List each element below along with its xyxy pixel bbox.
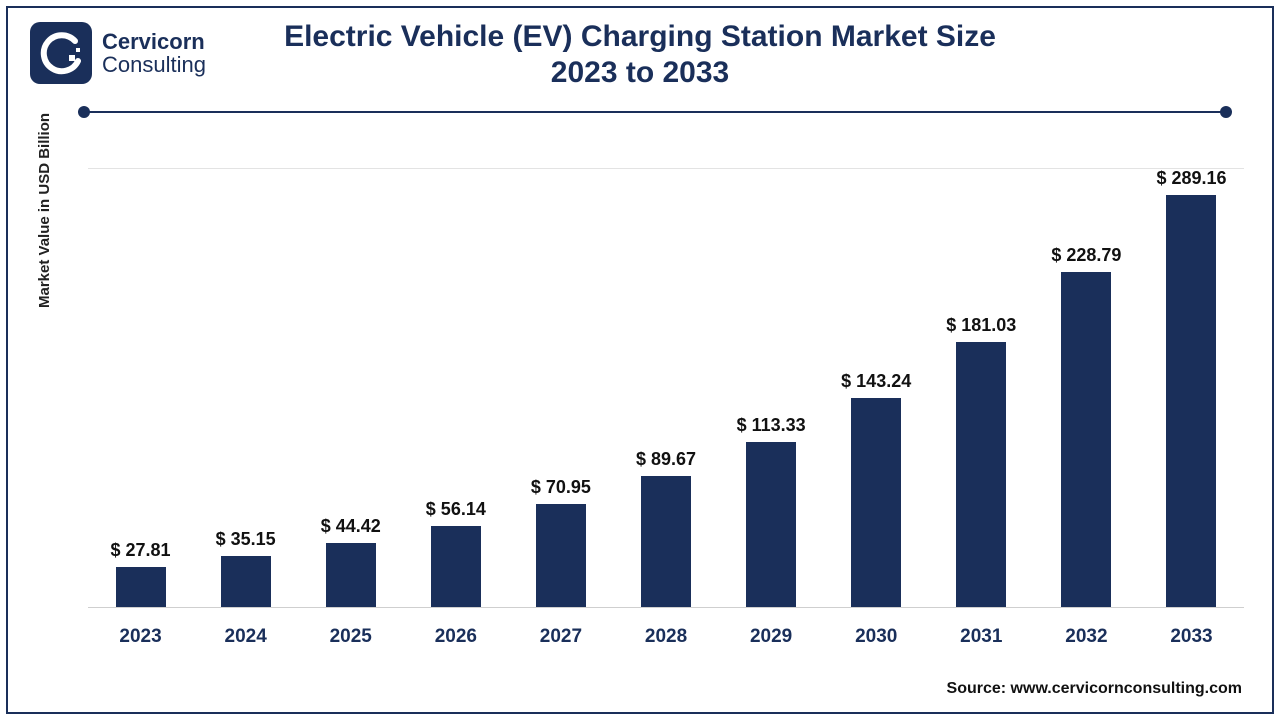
bar xyxy=(1166,195,1216,608)
source-text: www.cervicornconsulting.com xyxy=(1011,680,1242,697)
bar-value-label: $ 89.67 xyxy=(636,449,696,470)
bar xyxy=(956,342,1006,608)
bar-slot: $ 289.16 xyxy=(1139,168,1244,608)
bar xyxy=(746,442,796,608)
rule-dot-right xyxy=(1220,106,1232,118)
bar-slot: $ 89.67 xyxy=(613,168,718,608)
bar xyxy=(1061,272,1111,608)
x-tick-label: 2025 xyxy=(298,614,403,654)
source-prefix: Source: xyxy=(947,680,1011,697)
chart-title-line2: 2023 to 2033 xyxy=(8,56,1272,90)
x-baseline xyxy=(88,607,1244,608)
bar xyxy=(641,476,691,608)
chart-title-line1: Electric Vehicle (EV) Charging Station M… xyxy=(8,20,1272,54)
bar-value-label: $ 181.03 xyxy=(946,315,1016,336)
source-attribution: Source: www.cervicornconsulting.com xyxy=(947,680,1242,698)
bar xyxy=(221,556,271,608)
bar-slot: $ 113.33 xyxy=(719,168,824,608)
x-tick-label: 2026 xyxy=(403,614,508,654)
title-rule xyxy=(78,106,1232,118)
bar-value-label: $ 228.79 xyxy=(1051,245,1121,266)
bar-slot: $ 35.15 xyxy=(193,168,298,608)
chart-title: Electric Vehicle (EV) Charging Station M… xyxy=(8,20,1272,90)
x-tick-label: 2023 xyxy=(88,614,193,654)
bar-value-label: $ 289.16 xyxy=(1156,168,1226,189)
x-axis: 2023202420252026202720282029203020312032… xyxy=(88,614,1244,654)
chart-area: $ 27.81 $ 35.15 $ 44.42 $ 56.14 $ 70.95 $ 89.… xyxy=(88,168,1244,608)
x-tick-label: 2032 xyxy=(1034,614,1139,654)
bar-slot: $ 44.42 xyxy=(298,168,403,608)
bar-slot: $ 143.24 xyxy=(824,168,929,608)
x-tick-label: 2030 xyxy=(824,614,929,654)
bar-value-label: $ 113.33 xyxy=(737,415,806,436)
bar-slot: $ 27.81 xyxy=(88,168,193,608)
bar-slot: $ 228.79 xyxy=(1034,168,1139,608)
bar-value-label: $ 35.15 xyxy=(216,529,276,550)
bar xyxy=(116,567,166,608)
bar xyxy=(536,504,586,608)
rule-line xyxy=(84,111,1226,113)
bar xyxy=(326,543,376,608)
x-tick-label: 2028 xyxy=(613,614,718,654)
bar-value-label: $ 143.24 xyxy=(841,371,911,392)
yaxis-label: Market Value in USD Billion xyxy=(36,113,53,308)
bar-value-label: $ 44.42 xyxy=(321,516,381,537)
x-tick-label: 2031 xyxy=(929,614,1034,654)
bar xyxy=(431,526,481,608)
x-tick-label: 2029 xyxy=(719,614,824,654)
bar-slot: $ 56.14 xyxy=(403,168,508,608)
plot-area: $ 27.81 $ 35.15 $ 44.42 $ 56.14 $ 70.95 $ 89.… xyxy=(88,168,1244,608)
chart-frame: Cervicorn Consulting Electric Vehicle (E… xyxy=(6,6,1274,714)
bar-series: $ 27.81 $ 35.15 $ 44.42 $ 56.14 $ 70.95 $ 89.… xyxy=(88,168,1244,608)
bar xyxy=(851,398,901,608)
bar-slot: $ 181.03 xyxy=(929,168,1034,608)
x-tick-label: 2033 xyxy=(1139,614,1244,654)
bar-value-label: $ 70.95 xyxy=(531,477,591,498)
x-tick-label: 2027 xyxy=(508,614,613,654)
bar-value-label: $ 27.81 xyxy=(111,540,171,561)
bar-value-label: $ 56.14 xyxy=(426,499,486,520)
x-tick-label: 2024 xyxy=(193,614,298,654)
bar-slot: $ 70.95 xyxy=(508,168,613,608)
